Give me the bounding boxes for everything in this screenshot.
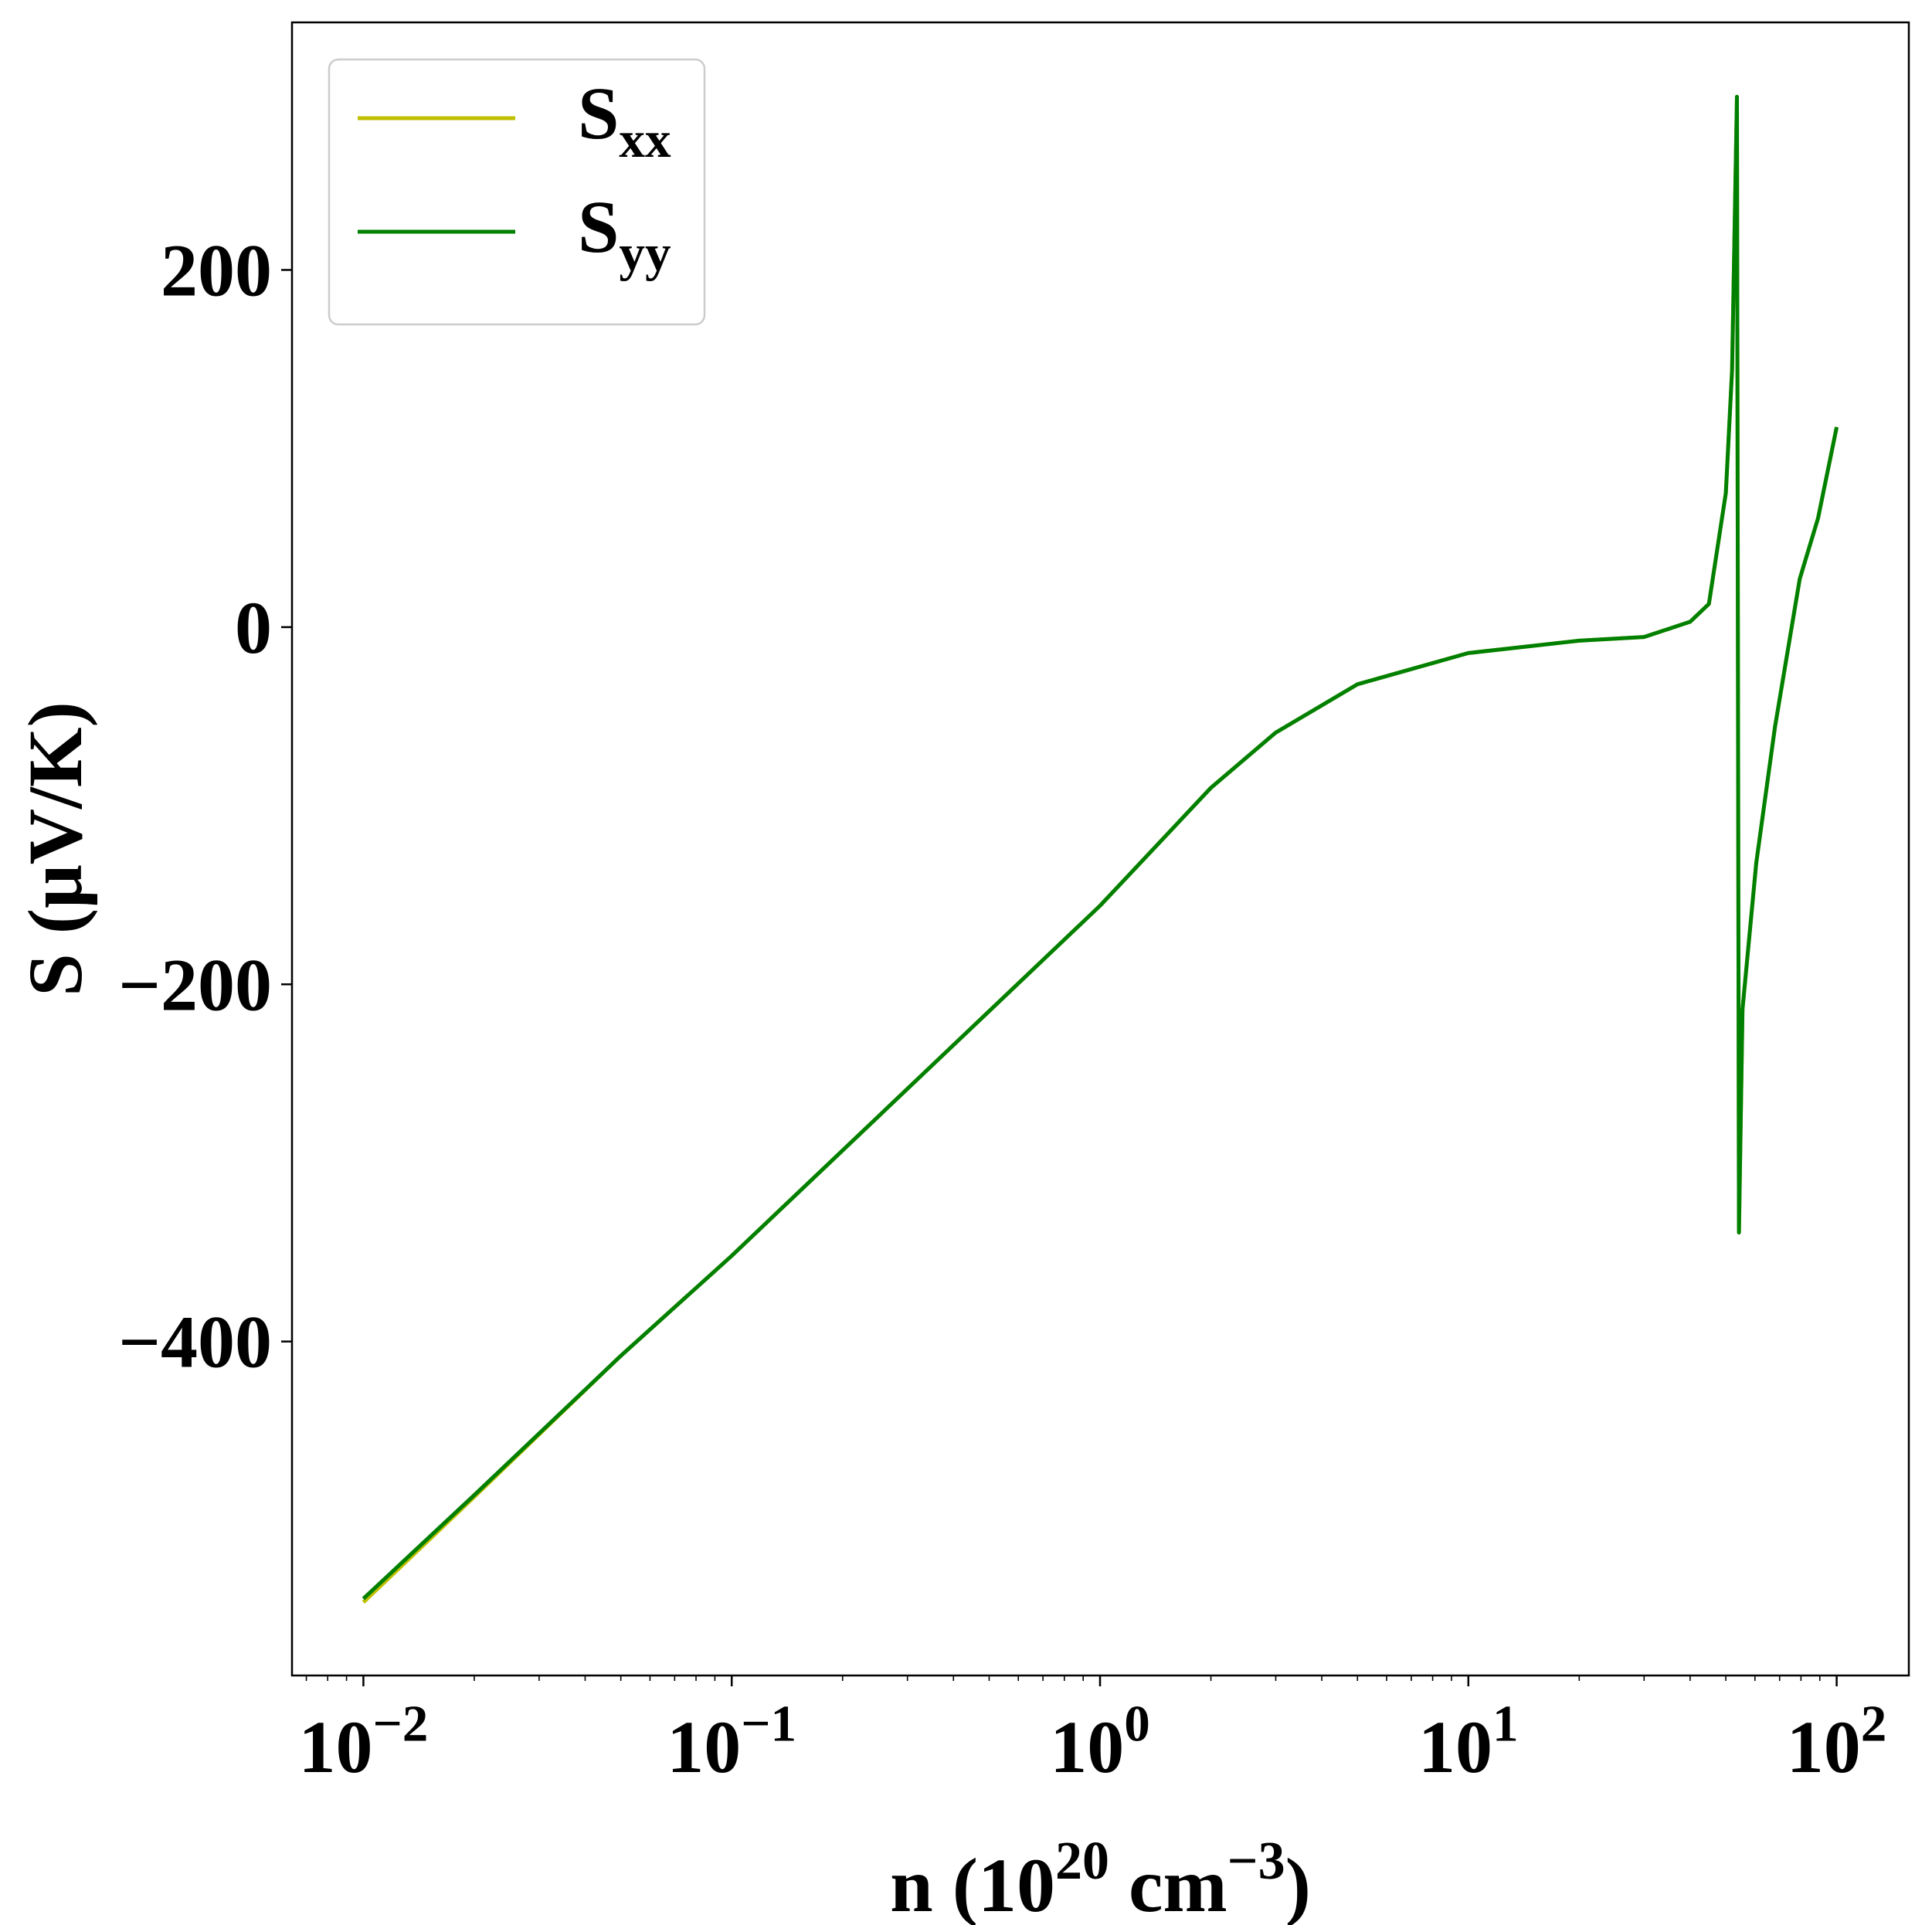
y-tick-label: −200 [118,943,272,1026]
series-line [362,94,1839,1601]
x-axis-label: n (1020 cm−3) [890,1832,1311,1925]
x-tick-label: 102 [1787,1695,1887,1788]
y-axis-label: S (μV/K) [12,701,98,996]
legend: Sxx Syy [328,58,706,326]
y-tick-label: −400 [118,1301,272,1383]
x-tick-label: 100 [1050,1695,1150,1788]
x-tick-label: 10−2 [298,1695,428,1788]
legend-label: Syy [578,185,671,282]
x-tick-label: 101 [1418,1695,1519,1788]
legend-box [328,58,706,326]
legend-label: Sxx [578,72,671,168]
y-tick-label: 200 [161,229,272,311]
x-tick-label: 10−1 [667,1695,796,1788]
y-tick-label: 0 [235,586,272,669]
